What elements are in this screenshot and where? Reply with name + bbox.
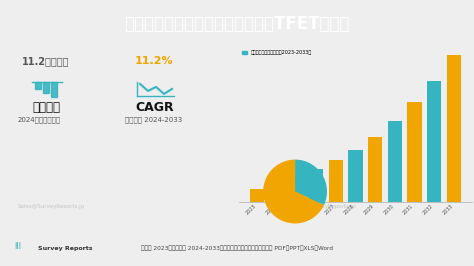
Bar xyxy=(289,177,303,202)
Bar xyxy=(309,169,323,202)
Bar xyxy=(388,121,402,202)
Bar xyxy=(447,55,461,202)
Text: 市場価値: 市場価値 xyxy=(32,101,60,114)
Text: 基準年 2023年｜予測年 2024-2033年｜調査レポートフォーマット： PDF，PPT，XLS，Word: 基準年 2023年｜予測年 2024-2033年｜調査レポートフォーマット： P… xyxy=(141,246,333,251)
Bar xyxy=(43,82,49,93)
Wedge shape xyxy=(263,160,324,223)
Text: 11.2億米ドル: 11.2億米ドル xyxy=(22,56,70,66)
Text: lll: lll xyxy=(14,242,21,251)
Text: 北アメリカ: 北アメリカ xyxy=(356,119,385,129)
Bar xyxy=(328,160,343,202)
Text: 予測期間 2024-2033: 予測期間 2024-2033 xyxy=(125,116,182,123)
Bar xyxy=(348,150,363,202)
Text: 11.2%: 11.2% xyxy=(135,56,173,66)
Text: 2024年の市場規模: 2024年の市場規模 xyxy=(18,116,61,123)
Bar xyxy=(408,102,422,202)
Wedge shape xyxy=(295,160,327,205)
Text: トンネル電界効果トランジスタ（TFET）市場: トンネル電界効果トランジスタ（TFET）市場 xyxy=(124,15,350,33)
Bar xyxy=(51,82,57,97)
Text: www.SurveyReports.jp: www.SurveyReports.jp xyxy=(295,204,356,209)
Bar xyxy=(270,184,284,202)
Text: Sales@SurveyReports.jp: Sales@SurveyReports.jp xyxy=(18,204,85,209)
Text: 2033年に最も高い市場
シェアを獲得: 2033年に最も高い市場 シェアを獲得 xyxy=(347,136,399,152)
Bar xyxy=(35,82,41,89)
Bar xyxy=(250,189,264,202)
Text: CAGR: CAGR xyxy=(135,101,173,114)
Text: Survey Reports: Survey Reports xyxy=(38,246,92,251)
Legend: 市場規模（億米ドル），2023-2033年: 市場規模（億米ドル），2023-2033年 xyxy=(242,50,312,55)
Bar xyxy=(368,136,383,202)
Bar xyxy=(427,81,441,202)
